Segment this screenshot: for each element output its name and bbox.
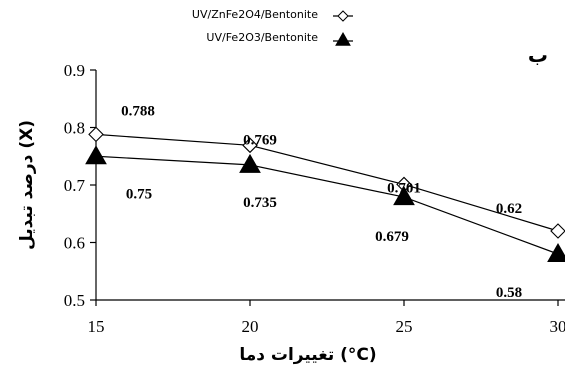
series-line-1 xyxy=(95,155,559,255)
point-fe-3 xyxy=(547,242,565,262)
y-tick-label-1: 0.6 xyxy=(64,234,85,253)
point-zn-1 xyxy=(242,137,258,154)
legend-marks xyxy=(333,10,353,46)
point-fe-1 xyxy=(239,153,261,173)
legend: UV/ZnFe2O4/Bentonite UV/Fe2O3/Bentonite xyxy=(192,8,318,44)
y-tick-label-3: 0.8 xyxy=(64,119,85,138)
x-tick-label-2: 25 xyxy=(396,317,413,336)
point-zn-0 xyxy=(88,126,104,143)
panel-letter: ب xyxy=(528,43,548,67)
point-fe-2 xyxy=(393,186,415,206)
y-tick-label-4: 0.9 xyxy=(64,61,85,80)
legend-marker-fe xyxy=(335,31,351,46)
point-zn-3 xyxy=(550,223,565,239)
y-tick-label-2: 0.7 xyxy=(64,176,86,195)
legend-marker-zn xyxy=(337,10,349,22)
legend-label-fe: UV/Fe2O3/Bentonite xyxy=(206,31,318,44)
data-labels: 0.788 0.769 0.701 0.62 0.75 0.735 0.679 0.58 xyxy=(121,103,522,301)
ticks: 0.5 0.6 0.7 0.8 0.9 15 20 25 30 xyxy=(64,61,565,336)
point-fe-0 xyxy=(85,145,107,165)
data-label-1-0: 0.75 xyxy=(126,186,152,202)
data-label-0-0: 0.788 xyxy=(121,103,155,119)
y-axis-title: درصد تبدیل (X) xyxy=(17,120,37,250)
x-tick-label-3: 30 xyxy=(550,317,565,336)
data-label-0-1: 0.769 xyxy=(243,132,277,148)
data-label-0-3: 0.62 xyxy=(496,201,522,217)
data-label-0-2: 0.701 xyxy=(387,180,421,196)
data-label-1-1: 0.735 xyxy=(243,195,277,211)
x-tick-label-0: 15 xyxy=(88,317,105,336)
series-layer xyxy=(85,126,565,262)
data-label-1-3: 0.58 xyxy=(496,285,522,301)
legend-label-zn: UV/ZnFe2O4/Bentonite xyxy=(192,8,318,21)
series-line-0 xyxy=(95,133,559,232)
x-axis-title: تغییرات دما (°C) xyxy=(239,345,376,365)
x-tick-label-1: 20 xyxy=(242,317,259,336)
y-tick-label-0: 0.5 xyxy=(64,291,85,310)
data-label-1-2: 0.679 xyxy=(375,229,409,245)
